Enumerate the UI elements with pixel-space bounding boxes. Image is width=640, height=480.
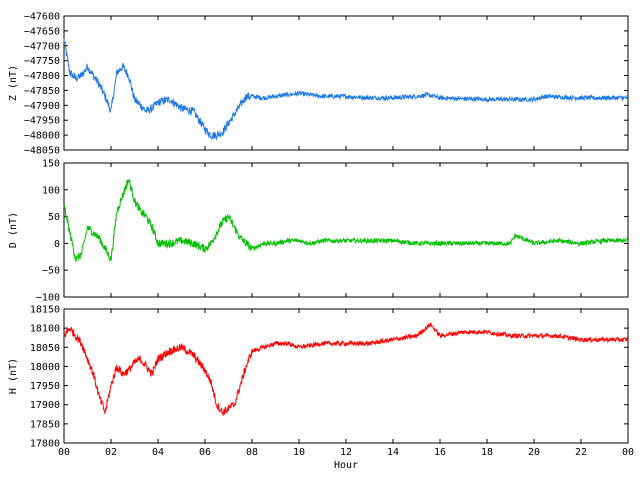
z-component-panel: −47600 −47650 −47700 −47750 −47800 −47850 −479… <box>8 12 629 157</box>
y-tick-label: −47750 <box>24 56 60 67</box>
y-tick-label: −47650 <box>24 26 60 37</box>
y-tick-label: 18000 <box>30 362 60 373</box>
y-tick-label: −100 <box>36 293 60 304</box>
y-tick-label: 18050 <box>30 343 60 354</box>
x-tick-label: 04 <box>152 447 164 458</box>
x-axis-label: Hour <box>334 460 358 471</box>
x-tick-label: 12 <box>340 447 352 458</box>
x-tick-label: 18 <box>481 447 493 458</box>
y-tick-label: 17950 <box>30 381 60 392</box>
y-tick-label: −50 <box>42 266 60 277</box>
y-axis-label: H (nT) <box>8 358 19 394</box>
x-tick-label: 06 <box>199 447 211 458</box>
y-tick-label: −47950 <box>24 116 60 127</box>
y-tick-label: −47700 <box>24 41 60 52</box>
x-tick-label: 22 <box>575 447 587 458</box>
y-tick-label: 17900 <box>30 400 60 411</box>
y-tick-label: 18100 <box>30 324 60 335</box>
y-tick-label: −47850 <box>24 86 60 97</box>
y-axis-label: Z (nT) <box>8 65 19 101</box>
plot-frame <box>63 15 629 151</box>
y-tick-label: −47600 <box>24 12 60 23</box>
y-tick-label: 150 <box>42 159 60 170</box>
y-tick-label: 17800 <box>30 439 60 450</box>
series-trace <box>63 179 629 262</box>
x-tick-label: 08 <box>246 447 258 458</box>
x-tick-label: 20 <box>528 447 540 458</box>
x-tick-label: 14 <box>387 447 399 458</box>
y-tick-label: 0 <box>54 239 60 250</box>
x-tick-label: 02 <box>105 447 117 458</box>
y-tick-label: 50 <box>48 212 60 223</box>
x-tick-label: 00 <box>58 447 70 458</box>
h-component-panel: 18150 18100 18050 18000 17950 17900 17850 17800… <box>8 305 634 472</box>
series-trace <box>63 38 629 142</box>
y-tick-label: −47800 <box>24 71 60 82</box>
series-trace <box>63 322 629 416</box>
y-tick-label: −48000 <box>24 131 60 142</box>
y-axis-label: D (nT) <box>8 212 19 248</box>
y-tick-label: −47900 <box>24 101 60 112</box>
x-tick-label: 16 <box>434 447 446 458</box>
x-tick-label: 00 <box>622 447 634 458</box>
x-tick-label: 10 <box>293 447 305 458</box>
plot-frame <box>63 162 629 298</box>
y-tick-label: 17850 <box>30 419 60 430</box>
d-component-panel: 150 100 50 0 −50 −100 D (nT) <box>8 159 629 304</box>
y-tick-label: 100 <box>42 185 60 196</box>
y-tick-label: 18150 <box>30 305 60 316</box>
y-tick-label: −48050 <box>24 146 60 157</box>
plot-frame <box>63 308 629 444</box>
